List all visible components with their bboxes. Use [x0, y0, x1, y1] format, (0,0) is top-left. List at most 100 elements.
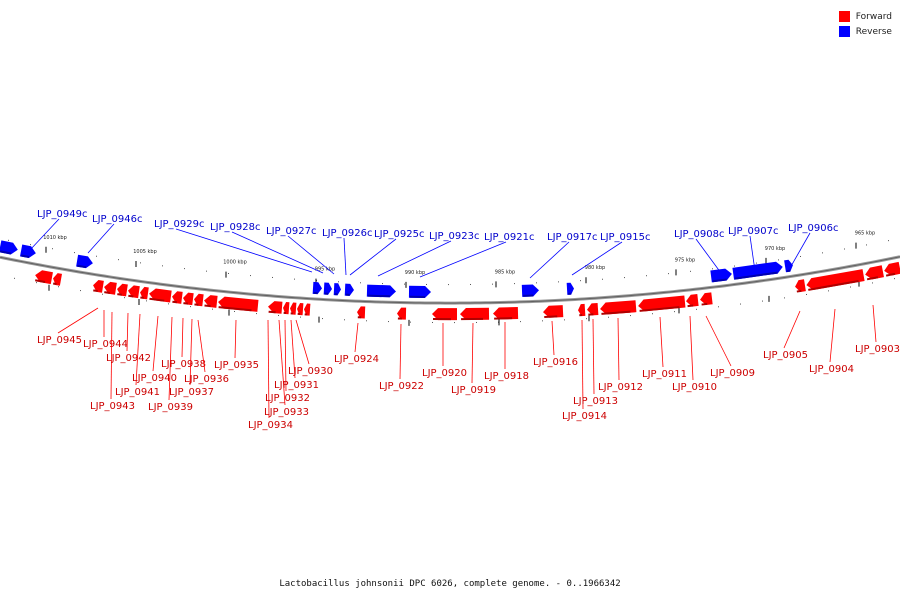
scale-tick-label: 995 kbp	[315, 267, 335, 273]
gene-body	[268, 301, 283, 314]
forward-gene-arrow	[52, 273, 62, 286]
forward-gene-leader	[829, 308, 836, 363]
gene-body	[795, 279, 806, 292]
gene-shadow	[786, 269, 791, 273]
forward-gene-leader	[181, 317, 184, 358]
gene-shadow	[268, 310, 276, 314]
minor-tick	[432, 321, 433, 323]
gene-body	[806, 269, 865, 290]
forward-gene-leader	[126, 312, 129, 352]
minor-tick	[338, 281, 339, 283]
gene-body	[578, 303, 586, 317]
forward-gene-arrow	[268, 301, 283, 314]
reverse-swatch	[838, 26, 850, 37]
forward-gene-leader	[471, 322, 474, 384]
gene-body	[366, 284, 396, 298]
legend-forward-label: Forward	[855, 11, 892, 22]
gene-body	[283, 302, 290, 315]
forward-gene-arrow	[432, 308, 458, 321]
minor-tick	[850, 286, 851, 288]
minor-tick	[624, 277, 625, 279]
minor-tick	[404, 283, 405, 285]
scale-tick-label: 970 kbp	[765, 246, 785, 252]
gene-shadow	[149, 297, 165, 302]
gene-body	[183, 292, 194, 306]
forward-gene-leader	[399, 323, 402, 380]
minor-tick	[668, 273, 669, 275]
gene-body	[493, 307, 519, 320]
scale-tick-label: 1005 kbp	[133, 249, 157, 255]
forward-gene-arrow	[218, 296, 259, 312]
gene-body	[784, 259, 793, 273]
reverse-gene-label: LJP_0906c	[788, 223, 839, 234]
minor-tick	[272, 276, 273, 278]
forward-gene-label: LJP_0918	[484, 371, 529, 382]
gene-body	[587, 303, 599, 316]
scale-tick-label: 985 kbp	[495, 269, 515, 275]
reverse-gene-arrow	[521, 284, 539, 297]
minor-tick	[696, 308, 697, 310]
minor-tick	[520, 321, 521, 323]
minor-tick	[410, 321, 411, 323]
forward-gene-label: LJP_0930	[288, 366, 333, 377]
minor-tick	[80, 290, 81, 292]
minor-tick	[234, 310, 235, 312]
minor-tick	[492, 283, 493, 285]
gene-shadow	[218, 306, 252, 312]
minor-tick	[828, 290, 829, 292]
forward-gene-arrow	[865, 265, 884, 281]
scale-tick-label: 980 kbp	[585, 265, 605, 271]
forward-gene-leader	[872, 304, 877, 343]
scale-tick-label: 1010 kbp	[43, 235, 67, 241]
forward-gene-label: LJP_0942	[106, 353, 151, 364]
reverse-gene-arrow	[76, 254, 93, 269]
gene-shadow	[601, 310, 631, 315]
forward-gene-leader	[197, 319, 206, 373]
forward-gene-arrow	[304, 303, 311, 316]
forward-gene-label: LJP_0935	[214, 360, 259, 371]
reverse-gene-leader	[343, 237, 347, 276]
minor-tick	[294, 278, 295, 280]
minor-tick	[630, 315, 631, 317]
forward-gene-label: LJP_0934	[248, 420, 293, 431]
gene-shadow	[885, 272, 896, 277]
gene-body	[543, 305, 564, 318]
gene-body	[93, 280, 104, 293]
reverse-gene-label: LJP_0946c	[92, 214, 143, 225]
reverse-gene-arrow	[732, 261, 783, 280]
reverse-gene-arrow	[344, 283, 354, 296]
gene-body	[865, 265, 884, 280]
minor-tick	[536, 282, 537, 284]
gene-body	[460, 307, 490, 321]
gene-shadow	[367, 294, 390, 298]
forward-gene-label: LJP_0904	[809, 364, 854, 375]
minor-tick	[448, 284, 449, 286]
forward-gene-leader	[152, 315, 159, 372]
gene-shadow	[687, 304, 694, 308]
forward-gene-leader	[278, 319, 286, 406]
reverse-gene-label: LJP_0925c	[374, 229, 425, 240]
scale-tick-label: 975 kbp	[675, 257, 695, 263]
forward-gene-label: LJP_0933	[264, 407, 309, 418]
minor-tick	[212, 308, 213, 310]
gene-body	[290, 302, 297, 315]
reverse-gene-leader	[789, 232, 811, 269]
forward-gene-label: LJP_0922	[379, 381, 424, 392]
gene-body	[357, 306, 366, 319]
forward-swatch	[838, 11, 850, 22]
gene-shadow	[734, 271, 778, 280]
forward-gene-arrow	[795, 279, 806, 293]
forward-gene-leader	[551, 320, 555, 356]
minor-tick	[608, 316, 609, 318]
minor-tick	[652, 313, 653, 315]
reverse-gene-label: LJP_0915c	[600, 232, 651, 243]
minor-tick	[778, 259, 779, 261]
reverse-gene-leader	[29, 218, 60, 251]
gene-body	[710, 268, 732, 283]
minor-tick	[762, 300, 763, 302]
gene-body	[194, 293, 204, 307]
minor-tick	[162, 265, 163, 267]
reverse-gene-leader	[87, 223, 115, 254]
